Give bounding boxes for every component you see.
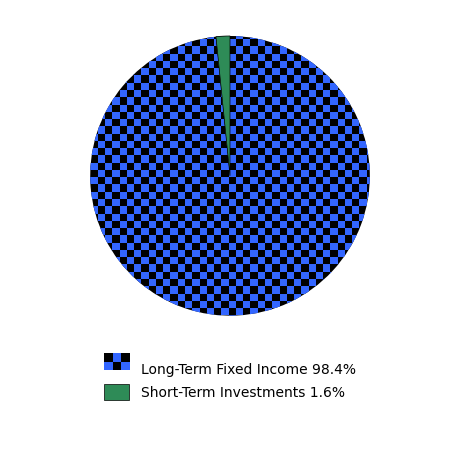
Legend: Long-Term Fixed Income 98.4%, Short-Term Investments 1.6%: Long-Term Fixed Income 98.4%, Short-Term… (104, 361, 355, 401)
Wedge shape (215, 36, 230, 176)
Wedge shape (215, 36, 230, 176)
Wedge shape (90, 36, 369, 316)
